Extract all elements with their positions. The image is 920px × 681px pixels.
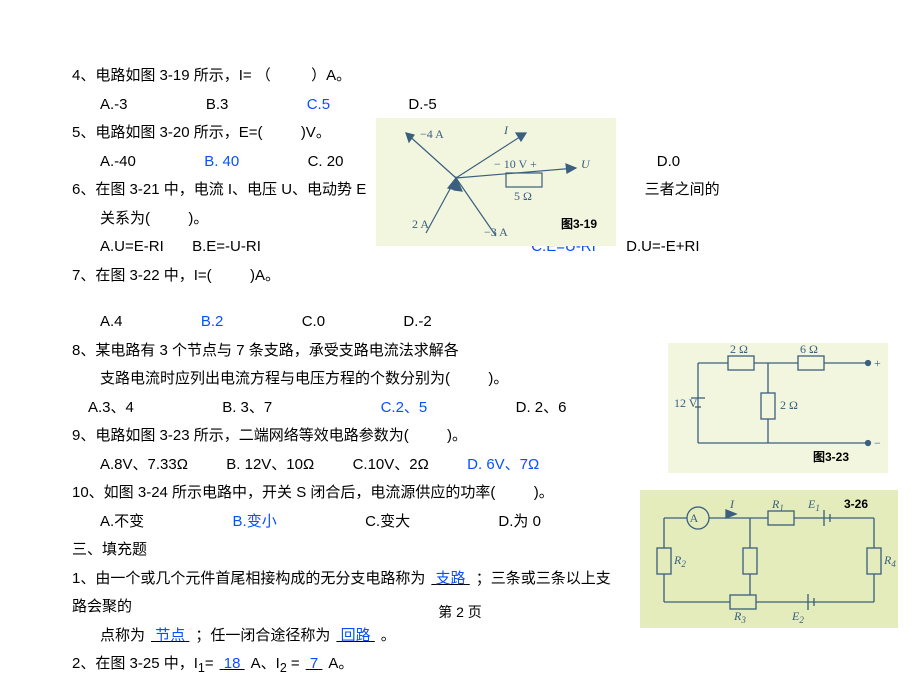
- q6-text-d: )。: [188, 210, 208, 227]
- q10-optC: C.变大: [365, 513, 410, 530]
- q5-optD: D.0: [657, 153, 680, 170]
- q4-text-a: 4、电路如图 3-19 所示，I= （: [72, 67, 271, 84]
- f1-f: 。: [381, 627, 396, 644]
- q10-optA: A.不变: [100, 513, 144, 530]
- fill2-line: 2、在图 3-25 中，I1= 18 A、I2 = 7 A。: [72, 650, 852, 681]
- figure-3-23: 2 Ω 6 Ω 2 Ω 12 V + − 图3-23: [668, 343, 888, 473]
- q9-optD: D. 6V、7Ω: [467, 456, 539, 473]
- lbl-r1: 2 Ω: [730, 343, 748, 356]
- q4-optD: D.-5: [408, 96, 436, 113]
- lbl-m3A: −3 A: [484, 225, 508, 239]
- q10-text-a: 10、如图 3-24 所示电路中，开关 S 闭合后，电流源供应的功率(: [72, 484, 495, 501]
- f1-ans1: 支路: [436, 570, 466, 587]
- q7-text-a: 7、在图 3-22 中，I=(: [72, 267, 212, 284]
- svg-text:R1: R1: [771, 497, 784, 513]
- q7-options: A.4 B.2 C.0 D.-2: [72, 308, 852, 337]
- q7-text-b: )A。: [250, 267, 280, 284]
- q9-optB: B. 12V、10Ω: [226, 456, 314, 473]
- q6-text-b: 三者之间的: [645, 181, 720, 198]
- q4-optB: B.3: [206, 96, 229, 113]
- q10-optB: B.变小: [233, 513, 277, 530]
- q8-optA: A.3、4: [88, 399, 134, 416]
- q6-text-a: 6、在图 3-21 中，电流 I、电压 U、电动势 E: [72, 181, 366, 198]
- lbl-R1s: 1: [779, 503, 784, 513]
- lbl-p2A: 2 A: [412, 217, 429, 231]
- q7-stem: 7、在图 3-22 中，I=( )A。: [72, 262, 852, 291]
- f2-ans2: 7: [310, 655, 318, 672]
- q7-optC: C.0: [302, 313, 325, 330]
- f2-ans1: 18: [224, 655, 241, 672]
- lbl-r: 5 Ω: [514, 189, 532, 203]
- caption-323: 图3-23: [813, 450, 849, 464]
- lbl-I: I: [503, 123, 509, 137]
- lbl-U: U: [581, 157, 591, 171]
- q5-text-a: 5、电路如图 3-20 所示，E=(: [72, 124, 262, 141]
- f1-ans2: 节点: [155, 627, 185, 644]
- q4-optC: C.5: [307, 96, 330, 113]
- q5-text-b: )V。: [301, 124, 331, 141]
- circuit-3-23-svg: 2 Ω 6 Ω 2 Ω 12 V + − 图3-23: [668, 343, 888, 473]
- q7-optB: B.2: [201, 313, 224, 330]
- q4-stem: 4、电路如图 3-19 所示，I= （ ）A。: [72, 62, 852, 91]
- page-footer: 第 2 页: [0, 602, 920, 622]
- lbl-I: I: [729, 497, 735, 511]
- lbl-A: A: [690, 511, 699, 525]
- q9-optC: C.10V、2Ω: [353, 456, 429, 473]
- q8-text-c: )。: [488, 370, 508, 387]
- q8-text-b: 支路电流时应列出电流方程与电压方程的个数分别为(: [100, 370, 450, 387]
- q8-optD: D. 2、6: [516, 399, 567, 416]
- lbl-plus: +: [874, 356, 881, 370]
- lbl-minus: −: [874, 436, 881, 450]
- tag-326: 3-26: [844, 497, 868, 511]
- lbl-src: 12 V: [674, 396, 698, 410]
- f1-e: ；任一闭合途径称为: [195, 627, 330, 644]
- f1-d: 点称为: [100, 627, 145, 644]
- lbl-R4s: 4: [891, 559, 896, 569]
- svg-text:R2: R2: [673, 553, 686, 569]
- f2-sub2: 2: [280, 661, 287, 675]
- lbl-E1s: 1: [815, 503, 820, 513]
- f2-sub1: 1: [198, 661, 205, 675]
- q9-optA: A.8V、7.33Ω: [100, 456, 188, 473]
- q4-options: A.-3 B.3 C.5 D.-5: [72, 91, 852, 120]
- q7-gap: [72, 290, 852, 308]
- q8-text-a: 8、某电路有 3 个节点与 7 条支路，承受支路电流法求解各: [72, 342, 459, 359]
- f2-d: =: [287, 655, 300, 672]
- svg-text:R4: R4: [883, 553, 896, 569]
- q6-optA: A.U=E-RI: [100, 238, 164, 255]
- f2-b: =: [205, 655, 214, 672]
- q8-optC: C.2、5: [381, 399, 428, 416]
- q10-text-b: )。: [534, 484, 554, 501]
- q5-optC: C. 20: [308, 153, 344, 170]
- q9-text-b: )。: [447, 427, 467, 444]
- q6-optD: D.U=-E+RI: [626, 238, 699, 255]
- lbl-R2s: 2: [681, 559, 686, 569]
- q5-optB: B. 40: [204, 153, 239, 170]
- lbl-m10V: − 10 V +: [494, 157, 537, 171]
- q7-optA: A.4: [100, 313, 123, 330]
- lbl-r3: 2 Ω: [780, 398, 798, 412]
- lbl-r2: 6 Ω: [800, 343, 818, 356]
- f2-c: A、I: [251, 655, 280, 672]
- caption-319: 图3-19: [561, 217, 597, 231]
- q8-optB: B. 3、7: [222, 399, 272, 416]
- f1-ans3: 回路: [341, 627, 371, 644]
- figure-3-19: −4 A I U − 10 V + 5 Ω 2 A −3 A 图3-19: [376, 118, 616, 246]
- q5-optA: A.-40: [100, 153, 136, 170]
- q10-optD: D.为 0: [498, 513, 541, 530]
- f1-b: ；三条或三条以上支: [476, 570, 611, 587]
- q4-optA: A.-3: [100, 96, 128, 113]
- circuit-3-19-svg: −4 A I U − 10 V + 5 Ω 2 A −3 A 图3-19: [376, 118, 616, 246]
- q6-text-c: 关系为(: [100, 210, 150, 227]
- q7-optD: D.-2: [403, 313, 431, 330]
- q6-optB: B.E=-U-RI: [192, 238, 261, 255]
- f2-a: 2、在图 3-25 中，I: [72, 655, 198, 672]
- lbl-m4A: −4 A: [420, 127, 444, 141]
- f2-e: A。: [328, 655, 353, 672]
- q4-text-b: ）A。: [311, 67, 351, 84]
- f1-a: 1、由一个或几个元件首尾相接构成的无分支电路称为: [72, 570, 425, 587]
- q9-text-a: 9、电路如图 3-23 所示，二端网络等效电路参数为(: [72, 427, 409, 444]
- svg-text:E1: E1: [807, 497, 820, 513]
